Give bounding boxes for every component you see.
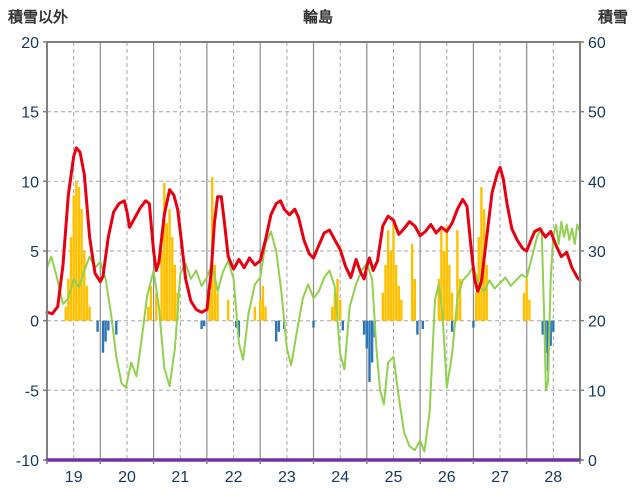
svg-text:24: 24 bbox=[331, 469, 349, 486]
chart-title: 輪島 bbox=[302, 9, 334, 26]
svg-text:40: 40 bbox=[588, 174, 606, 191]
svg-text:5: 5 bbox=[30, 244, 39, 261]
svg-text:30: 30 bbox=[588, 244, 606, 261]
svg-text:26: 26 bbox=[438, 469, 456, 486]
svg-text:15: 15 bbox=[21, 105, 39, 122]
svg-text:60: 60 bbox=[588, 35, 606, 52]
svg-text:10: 10 bbox=[588, 383, 606, 400]
left-axis-title: 積雪以外 bbox=[8, 9, 69, 26]
svg-text:25: 25 bbox=[385, 469, 403, 486]
svg-text:10: 10 bbox=[21, 174, 39, 191]
svg-text:27: 27 bbox=[491, 469, 509, 486]
svg-text:-5: -5 bbox=[25, 383, 39, 400]
svg-text:20: 20 bbox=[588, 314, 606, 331]
svg-text:50: 50 bbox=[588, 105, 606, 122]
svg-text:21: 21 bbox=[171, 469, 189, 486]
svg-text:0: 0 bbox=[588, 453, 597, 470]
svg-text:23: 23 bbox=[278, 469, 296, 486]
right-axis-title: 積雪 bbox=[597, 9, 628, 26]
svg-text:19: 19 bbox=[65, 469, 83, 486]
svg-text:20: 20 bbox=[21, 35, 39, 52]
chart-header: 積雪以外 輪島 積雪 bbox=[0, 4, 636, 27]
svg-text:0: 0 bbox=[30, 314, 39, 331]
svg-text:28: 28 bbox=[544, 469, 562, 486]
svg-text:-10: -10 bbox=[16, 453, 39, 470]
svg-text:22: 22 bbox=[225, 469, 243, 486]
svg-text:20: 20 bbox=[118, 469, 136, 486]
